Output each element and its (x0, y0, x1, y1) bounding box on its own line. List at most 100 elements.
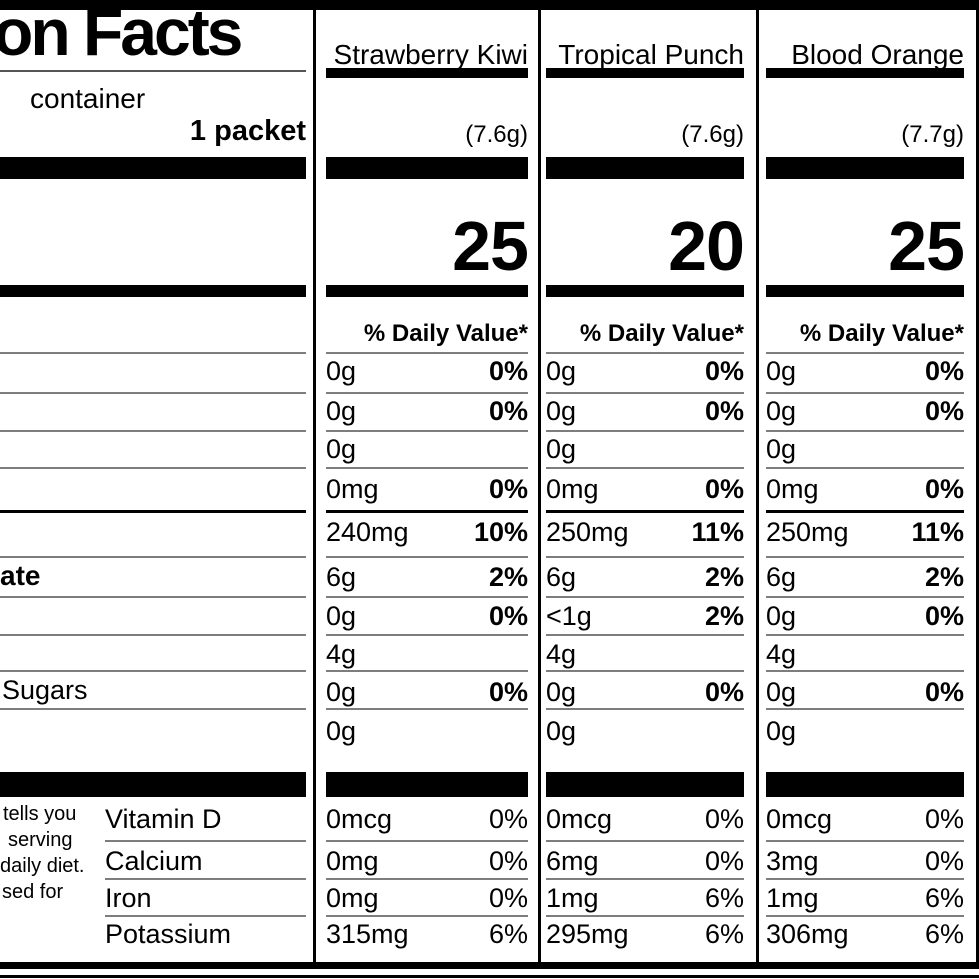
rule (546, 467, 744, 469)
nutrient-amount: 0g (326, 356, 357, 386)
micro-amount: 1mg (766, 883, 819, 913)
nutrient-dv: 2% (704, 601, 744, 631)
bottom-border-bar (0, 962, 979, 969)
serving-weight: (7.6g) (681, 121, 744, 148)
nutrient-row-cholesterol: 0mg 0% (326, 474, 528, 504)
nutrient-dv: 10% (473, 517, 528, 547)
nutrient-amount: 6g (326, 562, 357, 592)
column-divider (313, 10, 316, 962)
nutrient-amount: 0g (546, 677, 577, 707)
micros-section-bar (326, 772, 528, 797)
nutrient-amount: 0g (766, 434, 797, 464)
nutrient-row-sodium: 240mg 10% (326, 517, 528, 547)
nutrient-row-added-sugars: 0g 0% (326, 677, 528, 707)
nutrient-amount: 0g (766, 677, 797, 707)
rule (546, 556, 744, 558)
rule (546, 596, 744, 598)
micro-dv: 0% (488, 804, 528, 834)
rule (546, 840, 744, 842)
rule (105, 878, 306, 880)
micro-amount: 0mg (326, 846, 379, 876)
micro-dv: 6% (924, 919, 964, 949)
footnote-line: serving (8, 829, 73, 851)
added-sugars-label-fragment: Sugars (2, 675, 88, 705)
micro-row-vitamin-d: 0mcg 0% (326, 804, 528, 834)
rule (546, 634, 744, 636)
rule (546, 708, 744, 710)
nutrient-dv: 2% (704, 562, 744, 592)
nutrient-amount: 0mg (766, 474, 819, 504)
column-divider (976, 10, 979, 962)
rule (546, 430, 744, 432)
nutrient-dv: 0% (704, 474, 744, 504)
nutrient-row-added-sugars: 0g 0% (546, 677, 744, 707)
rule (0, 596, 306, 598)
rule (326, 510, 528, 513)
nutrient-dv: 0% (924, 677, 964, 707)
nutrient-row-sodium: 250mg 11% (766, 517, 964, 547)
micros-section-bar (0, 772, 306, 797)
rule (766, 467, 964, 469)
nutrient-amount: 6g (546, 562, 577, 592)
flavor-column-blood-orange: Blood Orange (7.7g) 25 % Daily Value* 0g… (766, 0, 965, 979)
micro-row-iron: 1mg 6% (546, 883, 744, 913)
title-rule (0, 70, 306, 72)
flavor-column-tropical-punch: Tropical Punch (7.6g) 20 % Daily Value* … (546, 0, 745, 979)
nutrient-amount: 6g (766, 562, 797, 592)
micro-row-calcium: 6mg 0% (546, 846, 744, 876)
calcium-label: Calcium (105, 846, 203, 876)
daily-value-header: % Daily Value* (799, 320, 964, 347)
micro-amount: 0mcg (766, 804, 833, 834)
micro-row-potassium: 306mg 6% (766, 919, 964, 949)
rule (0, 708, 306, 710)
rule (766, 670, 964, 672)
nutrient-amount: 240mg (326, 517, 409, 547)
nutrient-row-trans-fat: 0g (766, 434, 964, 464)
rule (546, 915, 744, 917)
flavor-name: Tropical Punch (558, 39, 744, 70)
nutrient-amount: 4g (546, 639, 577, 669)
footnote-fragment: tells you serving daily diet. sed for (0, 801, 102, 905)
nutrient-row-dietary-fiber: 0g 0% (326, 601, 528, 631)
nutrient-amount: 4g (766, 639, 797, 669)
rule (766, 352, 964, 354)
nutrient-row-cholesterol: 0mg 0% (546, 474, 744, 504)
nutrient-amount: 0g (546, 716, 577, 746)
nutrient-amount: 0g (546, 434, 577, 464)
nutrient-amount: 0mg (326, 474, 379, 504)
micro-row-calcium: 0mg 0% (326, 846, 528, 876)
nutrient-dv: 0% (924, 396, 964, 426)
rule (546, 392, 744, 394)
rule (766, 430, 964, 432)
rule (546, 670, 744, 672)
rule (326, 430, 528, 432)
rule (0, 352, 306, 354)
nutrient-amount: 0g (766, 356, 797, 386)
nutrient-dv: 0% (704, 356, 744, 386)
rule (0, 670, 306, 672)
nutrient-row-trans-fat: 0g (546, 434, 744, 464)
rule (326, 840, 528, 842)
left-panel: on Facts container 1 packet ate Sugars t… (0, 0, 306, 979)
serving-section-bar (766, 157, 964, 179)
daily-value-header: % Daily Value* (579, 320, 744, 347)
nutrient-row-cholesterol: 0mg 0% (766, 474, 964, 504)
nutrient-row-dietary-fiber: 0g 0% (766, 601, 964, 631)
micro-dv: 0% (488, 846, 528, 876)
micro-dv: 6% (924, 883, 964, 913)
micro-dv: 6% (704, 883, 744, 913)
micro-row-vitamin-d: 0mcg 0% (546, 804, 744, 834)
total-carbohydrate-label-fragment: ate (0, 560, 41, 591)
micro-amount: 315mg (326, 919, 409, 949)
calories-section-bar (326, 285, 528, 297)
calories-section-bar (0, 285, 306, 297)
serving-weight: (7.6g) (465, 121, 528, 148)
nutrient-row-total-fat: 0g 0% (546, 356, 744, 386)
micro-dv: 0% (924, 804, 964, 834)
nutrient-dv: 11% (911, 517, 964, 547)
nutrient-amount: <1g (546, 601, 592, 631)
rule (326, 352, 528, 354)
rule (326, 596, 528, 598)
potassium-label: Potassium (105, 919, 232, 949)
micro-amount: 306mg (766, 919, 849, 949)
